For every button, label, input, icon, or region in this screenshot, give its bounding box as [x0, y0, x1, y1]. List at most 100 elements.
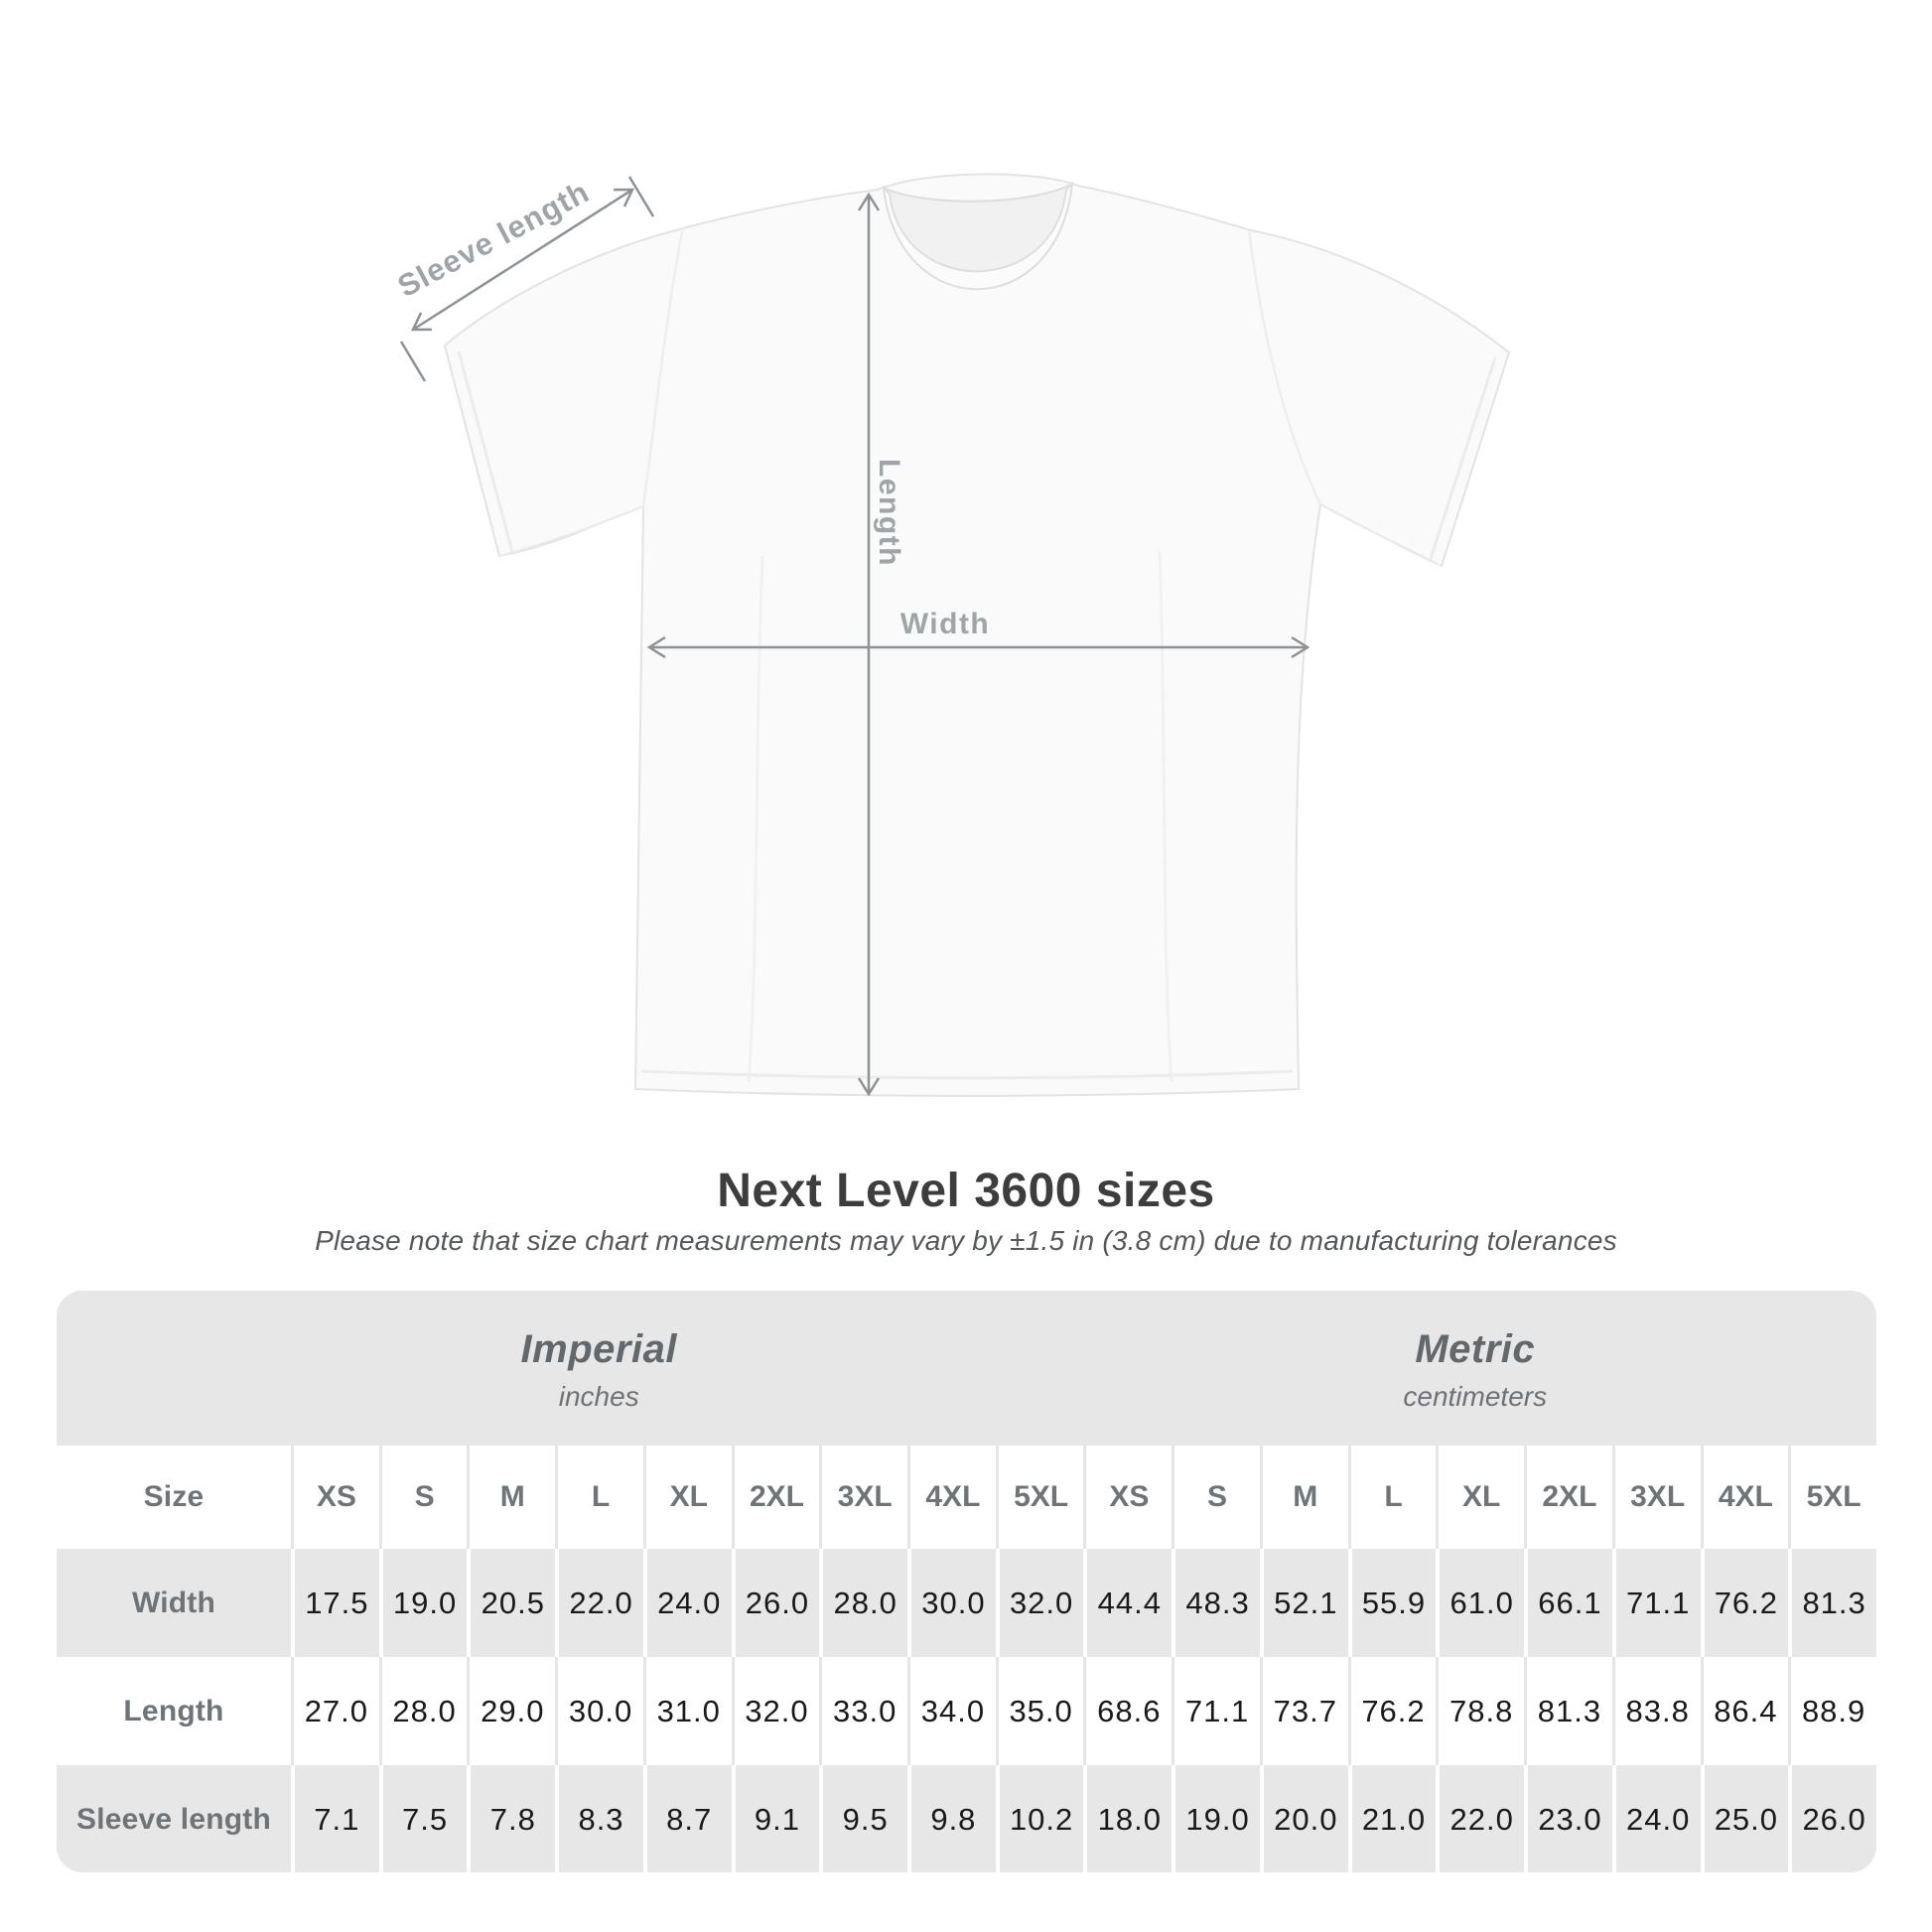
- measurement-value: 31.0: [642, 1657, 732, 1765]
- size-col-header: 2XL: [731, 1446, 820, 1549]
- measurement-value: 7.5: [378, 1765, 468, 1872]
- measurement-value: 35.0: [995, 1657, 1084, 1765]
- measurement-row: Sleeve length 7.1 7.5 7.8 8.3 8.7 9.1 9.5 9.8 10.…: [57, 1765, 1876, 1872]
- measurement-row: Length 27.0 28.0 29.0 30.0 31.0 32.0 33.0 34.0 35…: [57, 1657, 1876, 1765]
- measurement-value: 83.8: [1611, 1657, 1701, 1765]
- measurement-value: 66.1: [1524, 1549, 1612, 1657]
- tshirt-measurement-diagram: Sleeve length Length Width: [392, 173, 1511, 1097]
- measurement-value: 9.8: [907, 1765, 996, 1872]
- size-col-header: L: [555, 1446, 643, 1549]
- measurement-value: 27.0: [291, 1657, 379, 1765]
- measurement-value: 81.3: [1524, 1657, 1612, 1765]
- measurement-value: 28.0: [819, 1549, 908, 1657]
- measurement-value: 81.3: [1788, 1549, 1876, 1657]
- collar-band: [882, 181, 1074, 291]
- size-col-header: 3XL: [1611, 1446, 1701, 1549]
- page-title: Next Level 3600 sizes: [717, 1165, 1215, 1217]
- tolerance-note: Please note that size chart measurements…: [315, 1225, 1617, 1256]
- size-col-header: S: [378, 1446, 468, 1549]
- measurement-value: 24.0: [642, 1549, 732, 1657]
- size-col-header: XS: [291, 1446, 379, 1549]
- sleeve-length-arrow: [411, 188, 634, 332]
- measurement-value: 73.7: [1259, 1657, 1348, 1765]
- measurement-row-label: Sleeve length: [57, 1765, 291, 1872]
- size-col-header: 5XL: [995, 1446, 1084, 1549]
- measurement-value: 28.0: [378, 1657, 468, 1765]
- size-col-header: L: [1347, 1446, 1437, 1549]
- imperial-sublabel: inches: [558, 1381, 639, 1412]
- collar-back-neck: [883, 183, 1073, 203]
- size-chart-table: Imperial inches Metric centimeters Size XS S M L…: [57, 1291, 1876, 1872]
- measurement-value: 9.5: [819, 1765, 908, 1872]
- metric-sublabel: centimeters: [1403, 1381, 1548, 1412]
- measurement-value: 55.9: [1347, 1549, 1437, 1657]
- left-sleeve-hem: [457, 350, 514, 553]
- measurement-value: 88.9: [1788, 1657, 1876, 1765]
- size-col-header: XL: [642, 1446, 732, 1549]
- length-label: Length: [873, 459, 905, 567]
- left-sleeve-seam: [641, 226, 685, 507]
- size-col-header: S: [1172, 1446, 1260, 1549]
- size-col-header: 4XL: [907, 1446, 996, 1549]
- imperial-label: Imperial: [520, 1327, 677, 1371]
- sleeve-arrow-tick-upper: [627, 176, 655, 217]
- measurement-value: 71.1: [1611, 1549, 1701, 1657]
- measurement-value: 20.5: [467, 1549, 556, 1657]
- size-col-header: 2XL: [1524, 1446, 1612, 1549]
- measurement-value: 30.0: [907, 1549, 996, 1657]
- right-sleeve-seam: [1247, 229, 1322, 505]
- measurement-value: 8.3: [555, 1765, 643, 1872]
- measurement-value: 52.1: [1259, 1549, 1348, 1657]
- metric-band: Metric centimeters: [1083, 1291, 1876, 1446]
- measurement-value: 22.0: [555, 1549, 643, 1657]
- size-col-header: M: [467, 1446, 556, 1549]
- measurement-value: 20.0: [1259, 1765, 1348, 1872]
- measurement-value: 34.0: [907, 1657, 996, 1765]
- measurement-row: Width 17.5 19.0 20.5 22.0 24.0 26.0 28.0 30.0 32.…: [57, 1549, 1876, 1657]
- measurement-value: 30.0: [555, 1657, 643, 1765]
- measurement-value: 22.0: [1436, 1765, 1525, 1872]
- measurement-value: 25.0: [1700, 1765, 1789, 1872]
- tshirt-body: [443, 173, 1511, 1097]
- left-sleeve-underarm: [498, 505, 644, 557]
- size-col-header: XL: [1436, 1446, 1525, 1549]
- measurement-value: 21.0: [1347, 1765, 1437, 1872]
- measurement-value: 19.0: [1172, 1765, 1260, 1872]
- measurement-value: 86.4: [1700, 1657, 1789, 1765]
- right-sleeve-underarm: [1319, 503, 1443, 567]
- measurement-value: 61.0: [1436, 1549, 1525, 1657]
- measurement-value: 7.8: [467, 1765, 556, 1872]
- measurement-value: 26.0: [731, 1549, 820, 1657]
- measurement-value: 44.4: [1083, 1549, 1173, 1657]
- measurement-value: 29.0: [467, 1657, 556, 1765]
- measurement-value: 23.0: [1524, 1765, 1612, 1872]
- measurement-value: 18.0: [1083, 1765, 1173, 1872]
- measurement-value: 32.0: [731, 1657, 820, 1765]
- size-col-header: 3XL: [819, 1446, 908, 1549]
- size-col-header: 4XL: [1700, 1446, 1789, 1549]
- measurement-row-label: Length: [57, 1657, 291, 1765]
- measurement-value: 76.2: [1347, 1657, 1437, 1765]
- size-header-row: Size XS S M L XL 2XL 3XL 4XL 5XL XS S M L XL 2XL 3XL 4XL 5…: [57, 1446, 1876, 1549]
- measurement-value: 26.0: [1788, 1765, 1876, 1872]
- sleeve-arrow-tick-lower: [399, 341, 427, 382]
- measurement-value: 48.3: [1172, 1549, 1260, 1657]
- unit-band-row: Imperial inches Metric centimeters: [57, 1291, 1876, 1446]
- measurement-value: 76.2: [1700, 1549, 1789, 1657]
- imperial-band: Imperial inches: [57, 1291, 1084, 1446]
- measurement-value: 24.0: [1611, 1765, 1701, 1872]
- body-crease-right: [1158, 551, 1173, 1083]
- measurement-value: 78.8: [1436, 1657, 1525, 1765]
- measurement-value: 68.6: [1083, 1657, 1173, 1765]
- measurement-value: 71.1: [1172, 1657, 1260, 1765]
- measurement-value: 17.5: [291, 1549, 379, 1657]
- size-col-header: XS: [1083, 1446, 1173, 1549]
- measurement-value: 19.0: [378, 1549, 468, 1657]
- size-corner-label: Size: [57, 1446, 291, 1549]
- measurement-value: 33.0: [819, 1657, 908, 1765]
- measurement-row-label: Width: [57, 1549, 291, 1657]
- measurement-value: 8.7: [642, 1765, 732, 1872]
- measurement-value: 32.0: [995, 1549, 1084, 1657]
- measurement-value: 9.1: [731, 1765, 820, 1872]
